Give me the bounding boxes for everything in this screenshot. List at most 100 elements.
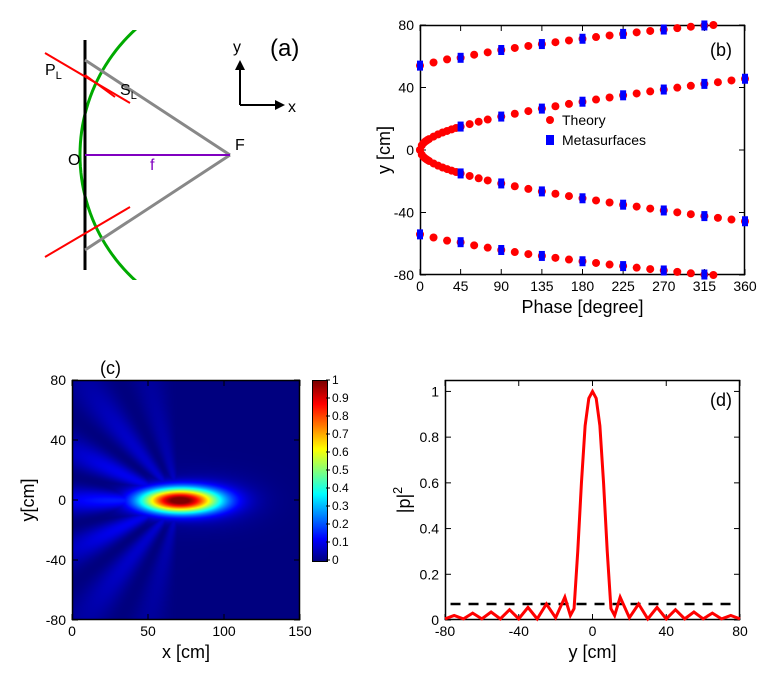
legend-label: Metasurfaces [562, 132, 646, 148]
xtick-label: 45 [453, 278, 469, 294]
ytick-label: 0.2 [420, 566, 440, 582]
theory-point [551, 102, 559, 110]
xtick-label: 135 [530, 278, 554, 294]
plot-border [421, 26, 745, 275]
xtick-label: 315 [693, 278, 717, 294]
theory-point [511, 44, 519, 52]
xtick-label: 40 [658, 623, 674, 639]
intensity-curve [445, 391, 740, 618]
metasurface-point [458, 53, 464, 63]
theory-point [475, 174, 483, 182]
ylabel: |p|2 [391, 487, 414, 513]
ytick-label: 40 [398, 80, 414, 96]
metasurface-point [701, 79, 707, 89]
metasurface-point [539, 186, 545, 196]
label-x: x [288, 99, 296, 116]
ytick-label: 0 [406, 142, 414, 158]
x-arrowhead [275, 100, 285, 110]
theory-point [646, 265, 654, 273]
metasurface-point [701, 270, 707, 280]
theory-point [646, 87, 654, 95]
theory-point [633, 203, 641, 211]
metasurface-point [539, 251, 545, 261]
theory-point [633, 264, 641, 272]
xtick-label: 180 [571, 278, 595, 294]
panel-c-axes: 050100150-80-4004080x [cm]y[cm] [22, 375, 330, 665]
xtick-label: 50 [140, 623, 156, 639]
theory-point [673, 268, 681, 276]
theory-point [687, 23, 695, 31]
theory-point [511, 182, 519, 190]
xtick-label: -40 [509, 623, 529, 639]
panel-d-label: (d) [710, 390, 732, 411]
theory-point [606, 261, 614, 269]
metasurface-point [458, 237, 464, 247]
colorbar-ticks: 00.10.20.30.40.50.60.70.80.91 [326, 375, 376, 565]
theory-point [470, 241, 478, 249]
theory-point [484, 176, 492, 184]
ytick-label: 0.6 [420, 475, 440, 491]
label-f: f [150, 157, 155, 174]
theory-point [511, 248, 519, 256]
metasurface-point [498, 245, 504, 255]
panel-b-chart: 04590135180225270315360-80-4004080Theory… [380, 20, 765, 320]
theory-point [565, 256, 573, 264]
theory-point [565, 192, 573, 200]
metasurface-point [498, 178, 504, 188]
theory-point [633, 28, 641, 36]
metasurface-point [620, 90, 626, 100]
metasurface-point [661, 25, 667, 35]
cb-tick-label: 0.5 [332, 463, 349, 477]
xtick-label: 90 [493, 278, 509, 294]
xlabel: y [cm] [569, 642, 617, 662]
label-PL: PL [45, 62, 62, 82]
theory-point [592, 96, 600, 104]
panel-a-label: (a) [270, 35, 299, 63]
metasurface-point [661, 205, 667, 215]
xlabel: x [cm] [162, 642, 210, 662]
theory-point [524, 42, 532, 50]
xtick-label: 0 [68, 623, 76, 639]
theory-point [673, 208, 681, 216]
metasurface-point [458, 122, 464, 132]
panel-b-label: (b) [710, 40, 732, 61]
metasurface-point [661, 265, 667, 275]
theory-point [475, 118, 483, 126]
legend-marker [546, 135, 554, 145]
metasurface-point [539, 104, 545, 114]
theory-point [484, 48, 492, 56]
theory-point [466, 172, 474, 180]
ytick-label: 0 [58, 492, 66, 508]
ytick-label: -80 [394, 267, 414, 283]
xtick-label: 270 [652, 278, 676, 294]
xtick-label: 225 [611, 278, 635, 294]
cb-tick-label: 0.8 [332, 409, 349, 423]
cb-tick-label: 0.6 [332, 445, 349, 459]
metasurface-point [701, 211, 707, 221]
theory-point [524, 185, 532, 193]
metasurface-point [580, 34, 586, 44]
xtick-label: 150 [288, 623, 312, 639]
cb-tick-label: 0.9 [332, 391, 349, 405]
ytick-label: 1 [431, 383, 439, 399]
ylabel: y[cm] [18, 479, 38, 522]
theory-point [633, 89, 641, 97]
xlabel: Phase [degree] [521, 297, 643, 317]
theory-point [511, 110, 519, 118]
theory-point [673, 24, 681, 32]
plot-border [73, 381, 300, 620]
ytick-label: -40 [394, 205, 414, 221]
theory-point [551, 254, 559, 262]
theory-point [592, 33, 600, 41]
legend-label: Theory [562, 112, 606, 128]
theory-point [592, 196, 600, 204]
theory-point [484, 244, 492, 252]
label-O: O [68, 152, 80, 169]
y-arrowhead [235, 60, 245, 70]
xtick-label: 80 [732, 623, 748, 639]
label-y: y [233, 39, 241, 56]
ytick-label: -80 [46, 612, 66, 628]
ytick-label: -40 [46, 552, 66, 568]
panel-a-diagram: PLSLOFfxy [30, 30, 340, 280]
ytick-label: 0.4 [420, 521, 440, 537]
